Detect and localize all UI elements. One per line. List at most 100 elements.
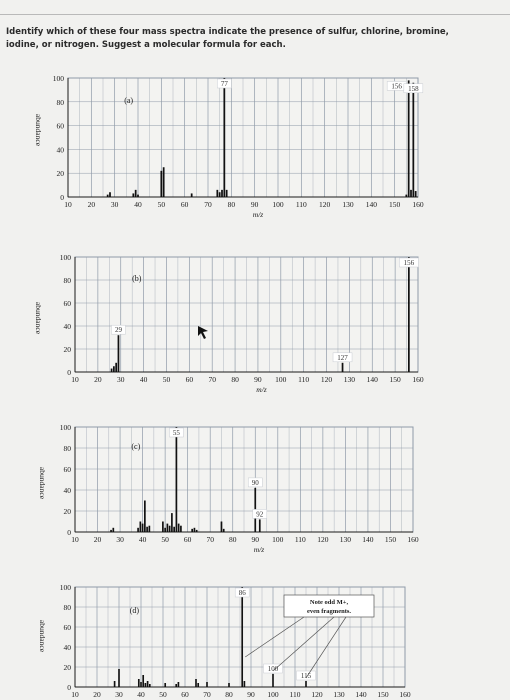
peak-bar — [109, 192, 111, 197]
y-tick-label: 0 — [67, 368, 71, 377]
peak-bar — [110, 529, 112, 532]
peak-bar — [160, 170, 163, 197]
peak-label-box — [403, 83, 424, 94]
annotation-line-2: even fragments. — [307, 608, 351, 615]
peak-bar — [146, 526, 148, 532]
x-tick-label: 60 — [181, 690, 189, 699]
y-tick-label: 60 — [64, 299, 72, 308]
x-tick-label: 40 — [134, 200, 142, 209]
peak-label-box — [248, 477, 263, 488]
x-tick-label: 160 — [412, 375, 424, 384]
y-tick-label: 40 — [64, 486, 72, 495]
top-divider — [0, 14, 510, 15]
peak-bar — [162, 521, 164, 532]
peak-bar — [412, 82, 415, 197]
x-tick-label: 150 — [390, 375, 402, 384]
annotation-pointer — [245, 616, 305, 658]
peak-bar — [110, 368, 113, 372]
peak-bar — [218, 192, 221, 197]
x-tick-label: 70 — [203, 690, 211, 699]
y-tick-label: 80 — [64, 444, 72, 453]
peak-bar — [305, 681, 307, 687]
peak-bar — [137, 527, 139, 532]
x-tick-label: 20 — [93, 690, 101, 699]
peak-bar — [225, 189, 228, 197]
peak-bar — [175, 427, 178, 532]
x-tick-label: 140 — [367, 375, 379, 384]
cursor-icon — [198, 326, 208, 339]
peak-bar — [341, 362, 344, 372]
peak-label: 158 — [408, 85, 419, 93]
x-tick-label: 130 — [333, 690, 345, 699]
x-tick-label: 80 — [229, 535, 237, 544]
annotation-pointer — [272, 616, 335, 672]
y-tick-label: 20 — [57, 169, 65, 178]
peak-label: 156 — [391, 82, 402, 90]
peak-bar — [144, 683, 147, 687]
x-tick-label: 20 — [94, 535, 102, 544]
x-tick-label: 120 — [321, 375, 333, 384]
x-tick-label: 70 — [206, 535, 214, 544]
question-text: Identify which of these four mass spectr… — [6, 26, 486, 52]
peak-bar — [118, 669, 120, 687]
peak-label: 90 — [252, 479, 260, 487]
peak-bar — [146, 681, 149, 687]
peak-label: 92 — [256, 510, 264, 518]
peak-bar — [195, 679, 197, 687]
y-tick-label: 0 — [67, 683, 71, 692]
peak-label: 127 — [337, 354, 348, 362]
peak-bar — [177, 682, 180, 687]
x-tick-label: 40 — [140, 375, 148, 384]
y-tick-label: 40 — [64, 322, 72, 331]
peak-bar — [168, 525, 171, 532]
annotation-line-1: Note odd M+, — [310, 599, 349, 606]
x-tick-label: 90 — [252, 535, 260, 544]
peak-bar — [220, 521, 223, 532]
x-tick-label: 70 — [204, 200, 212, 209]
y-tick-label: 80 — [64, 276, 72, 285]
peak-bar — [222, 528, 225, 532]
peak-bar — [175, 684, 178, 687]
peak-bar — [132, 193, 135, 197]
y-tick-label: 80 — [64, 603, 72, 612]
peak-bar — [228, 683, 230, 687]
peak-bar — [115, 362, 118, 372]
x-tick-label: 120 — [319, 200, 331, 209]
x-tick-label: 10 — [71, 690, 79, 699]
peak-bar — [113, 366, 115, 372]
x-tick-label: 150 — [389, 200, 401, 209]
question-line-2: iodine, or nitrogen. Suggest a molecular… — [6, 40, 286, 50]
y-tick-label: 60 — [64, 623, 72, 632]
x-tick-label: 100 — [267, 690, 279, 699]
peak-bar — [141, 523, 144, 532]
peak-bar — [113, 681, 116, 687]
y-tick-label: 0 — [60, 193, 64, 202]
panel-label: (a) — [124, 96, 133, 105]
x-tick-label: 40 — [137, 690, 145, 699]
x-tick-label: 160 — [399, 690, 411, 699]
peak-bar — [241, 587, 244, 687]
peak-bar — [142, 675, 145, 687]
x-tick-label: 110 — [298, 375, 309, 384]
x-tick-label: 50 — [158, 200, 166, 209]
peak-bar — [206, 682, 208, 687]
y-tick-label: 80 — [57, 98, 65, 107]
panel-label: (c) — [131, 442, 140, 451]
peak-label: 29 — [115, 326, 123, 334]
x-tick-label: 160 — [407, 535, 419, 544]
x-tick-label: 140 — [362, 535, 374, 544]
x-tick-label: 110 — [290, 690, 301, 699]
peak-bar — [148, 684, 151, 687]
x-axis-title: m/z — [254, 545, 265, 554]
x-tick-label: 160 — [412, 200, 424, 209]
peak-bar — [106, 194, 109, 197]
peak-bar — [173, 526, 175, 532]
peak-bar — [171, 513, 173, 532]
peak-label-box — [252, 509, 268, 519]
y-axis-title: abundance — [34, 114, 43, 147]
peak-bar — [177, 523, 180, 532]
peak-label-box — [263, 663, 283, 674]
y-tick-label: 20 — [64, 345, 72, 354]
peak-bar — [180, 525, 182, 532]
peak-label-box — [296, 670, 316, 681]
